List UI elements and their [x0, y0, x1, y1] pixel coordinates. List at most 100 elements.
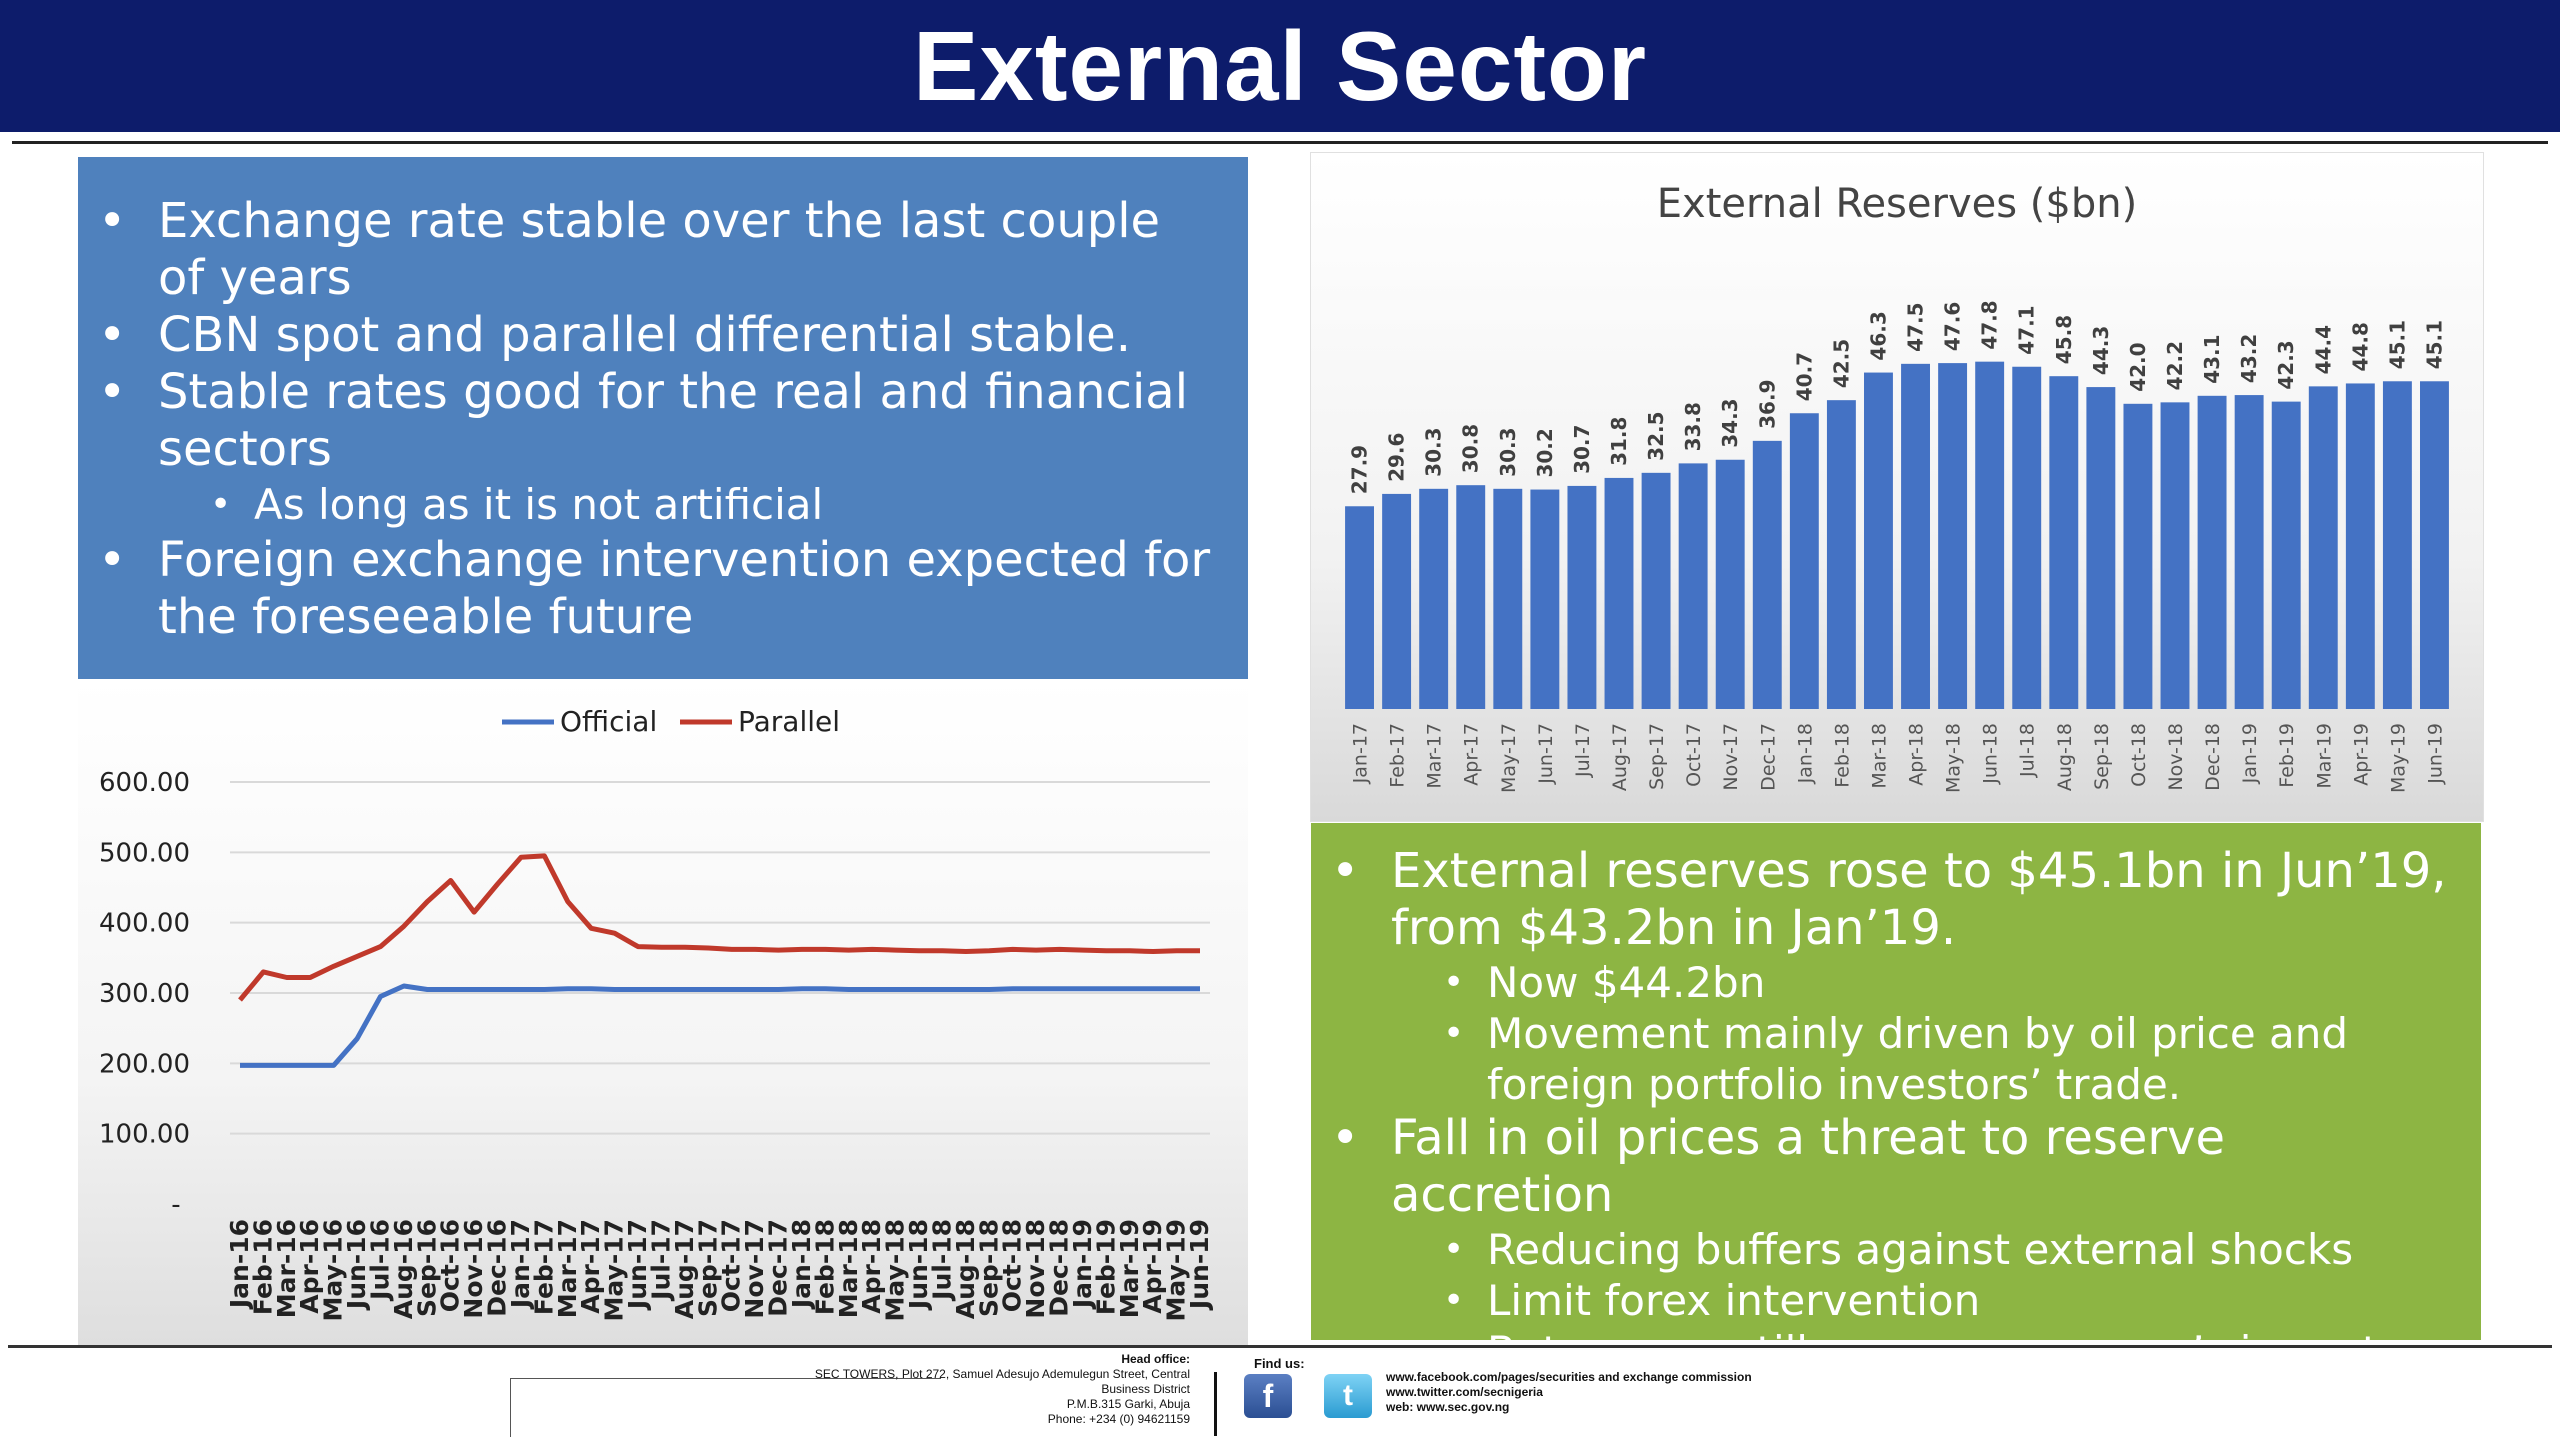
reserve-bar — [1456, 485, 1486, 709]
website-link[interactable]: web: www.sec.gov.ng — [1386, 1400, 1510, 1414]
x-tick-label: Apr-18 — [1906, 723, 1928, 786]
head-office-label: Head office: — [1121, 1352, 1190, 1366]
x-tick-label: Jan-16 — [225, 1219, 254, 1310]
bullet-item: Stable rates good for the real and finan… — [98, 364, 1218, 478]
exchange-rate-panel: Exchange rate stable over the last coupl… — [78, 157, 1248, 679]
x-tick-label: Sep-18 — [2091, 723, 2113, 790]
bar-data-label: 36.9 — [1755, 380, 1779, 429]
x-tick-label: Jun-17 — [1535, 723, 1557, 785]
address-line: Business District — [1101, 1382, 1190, 1396]
sub-bullet-item: Now $44.2bn — [1391, 957, 2451, 1008]
reserve-bar — [1419, 488, 1449, 709]
external-reserves-chart: External Reserves ($bn) 27.9 Jan-17 29.6 Feb… — [1310, 152, 2484, 822]
x-tick-label: Dec-17 — [764, 1219, 793, 1317]
reserve-bar — [1789, 413, 1819, 709]
x-tick-label: Mar-19 — [1115, 1219, 1144, 1318]
address-line: P.M.B.315 Garki, Abuja — [1066, 1397, 1190, 1411]
x-tick-label: Jan-18 — [787, 1219, 816, 1310]
twitter-link[interactable]: www.twitter.com/secnigeria — [1386, 1385, 1543, 1399]
x-tick-label: Feb-17 — [529, 1219, 558, 1315]
facebook-link[interactable]: www.facebook.com/pages/securities and ex… — [1386, 1370, 1752, 1384]
bar-data-label: 30.3 — [1422, 427, 1446, 476]
x-tick-label: Dec-18 — [1045, 1219, 1074, 1317]
x-tick-label: Mar-19 — [2313, 723, 2335, 789]
bar-data-label: 45.1 — [2422, 320, 2446, 369]
bar-data-label: 47.8 — [1978, 300, 2002, 349]
footer-divider — [8, 1345, 2552, 1348]
x-tick-label: Mar-17 — [1424, 723, 1446, 789]
chart-legend: Official Parallel — [502, 705, 840, 738]
x-tick-label: Apr-19 — [1138, 1219, 1167, 1314]
x-tick-label: Aug-17 — [670, 1219, 699, 1319]
x-tick-label: Oct-16 — [436, 1219, 465, 1312]
x-tick-label: Jun-19 — [2424, 723, 2446, 785]
x-tick-label: Mar-18 — [834, 1219, 863, 1318]
sub-bullet-item: Reducing buffers against external shocks — [1391, 1224, 2451, 1275]
bullet-item: CBN spot and parallel differential stabl… — [98, 307, 1218, 364]
x-tick-label: Aug-16 — [389, 1219, 418, 1319]
reserve-bar — [2271, 401, 2301, 709]
x-tick-label: Sep-17 — [1646, 723, 1668, 790]
reserve-bar — [1604, 477, 1634, 709]
x-tick-label: Jul-18 — [2017, 723, 2039, 778]
sub-bullet-item: But we can still cover over a year’s imp… — [1391, 1326, 2451, 1377]
x-tick-label: Jul-16 — [365, 1219, 394, 1302]
x-tick-label: Oct-17 — [1683, 723, 1705, 787]
bar-data-label: 40.7 — [1792, 352, 1816, 401]
footer-separator — [1214, 1372, 1217, 1436]
bar-data-label: 45.1 — [2385, 320, 2409, 369]
x-tick-label: Feb-19 — [1091, 1219, 1120, 1315]
x-tick-label: Jul-18 — [927, 1219, 956, 1302]
facebook-icon[interactable]: f — [1244, 1374, 1292, 1418]
x-tick-label: Jun-16 — [342, 1219, 371, 1311]
reserve-bar — [2160, 402, 2190, 709]
reserve-bar — [1382, 493, 1412, 709]
footer: Head office: SEC TOWERS, Plot 272, Samue… — [0, 1352, 2560, 1440]
y-tick-label: 100.00 — [99, 1120, 190, 1150]
reserves-commentary-panel: External reserves rose to $45.1bn in Jun… — [1311, 823, 2481, 1377]
reserve-bar — [1975, 361, 2005, 709]
bar-data-label: 46.3 — [1866, 311, 1890, 360]
x-tick-label: Feb-18 — [1831, 723, 1853, 788]
x-tick-label: Jun-18 — [1980, 723, 2002, 785]
x-tick-label: Aug-18 — [2054, 723, 2076, 791]
x-tick-label: Oct-18 — [2128, 723, 2150, 787]
reserve-bar — [1530, 489, 1560, 709]
official-rate-line — [240, 983, 1200, 1068]
x-tick-label: Apr-16 — [295, 1219, 324, 1314]
x-tick-label: Sep-18 — [974, 1219, 1003, 1317]
x-tick-label: May-17 — [600, 1219, 629, 1321]
reserve-bar — [2345, 383, 2375, 709]
footer-address: Head office: SEC TOWERS, Plot 272, Samue… — [510, 1352, 1190, 1438]
bar-data-label: 31.8 — [1607, 417, 1631, 466]
x-tick-label: Apr-17 — [1461, 723, 1483, 786]
reserve-bar — [1567, 485, 1597, 709]
x-tick-label: Nov-17 — [1720, 723, 1742, 791]
x-tick-label: Jun-17 — [623, 1219, 652, 1311]
x-tick-label: May-17 — [1498, 723, 1520, 793]
exchange-rate-chart: Official Parallel 600.00 500.00 400.00 300.00… — [78, 679, 1248, 1347]
bar-data-label: 30.3 — [1496, 427, 1520, 476]
x-tick-label: Dec-16 — [483, 1219, 512, 1317]
chart-title: External Reserves ($bn) — [1657, 181, 2137, 227]
reserve-bar — [1715, 459, 1745, 709]
bar-data-label: 42.5 — [1829, 339, 1853, 388]
reserve-bar — [2308, 386, 2338, 709]
reserve-bar — [1826, 400, 1856, 709]
bar-data-label: 27.9 — [1348, 445, 1372, 494]
bullet-item: Foreign exchange intervention expected f… — [98, 532, 1218, 646]
x-tick-label: Dec-17 — [1757, 723, 1779, 791]
reserves-bullet-list: External reserves rose to $45.1bn in Jun… — [1311, 823, 2481, 1377]
twitter-icon[interactable]: t — [1324, 1374, 1372, 1418]
x-tick-label: Jun-18 — [904, 1219, 933, 1311]
x-tick-label: Jun-19 — [1185, 1219, 1214, 1311]
x-tick-label: Feb-18 — [810, 1219, 839, 1315]
reserve-bar — [1752, 440, 1782, 709]
bar-data-label: 45.8 — [2052, 315, 2076, 364]
bar-data-label: 33.8 — [1681, 402, 1705, 451]
x-tick-label: May-18 — [1943, 723, 1965, 793]
exchange-bullet-list: Exchange rate stable over the last coupl… — [78, 157, 1248, 646]
reserve-bar — [2197, 395, 2227, 709]
reserve-bar — [2420, 381, 2449, 709]
bar-data-label: 44.8 — [2348, 322, 2372, 371]
